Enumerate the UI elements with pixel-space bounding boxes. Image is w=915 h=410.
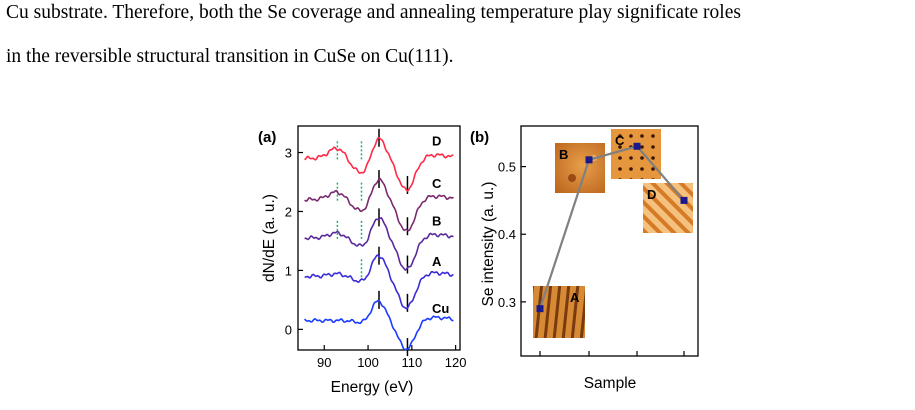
panel-a-ylabel: dN/dE (a. u.) — [261, 194, 278, 282]
stm-inset-d: D — [643, 183, 693, 233]
se-intensity-line — [538, 145, 685, 309]
panel-a-xtick-label: 100 — [357, 355, 379, 370]
panel-a-label: (a) — [258, 129, 276, 146]
data-point-d — [680, 196, 688, 204]
body-text-line-2: in the reversible structural transition … — [6, 46, 454, 67]
series-label-a: A — [432, 254, 442, 269]
panel-a-xlabel: Energy (eV) — [331, 379, 414, 396]
panel-a-markers — [336, 128, 409, 357]
panel-b-ytick-label: 0.4 — [498, 227, 516, 242]
panel-a-xtick-label: 120 — [445, 355, 467, 370]
inset-c-label: C — [615, 133, 625, 148]
inset-d-label: D — [647, 187, 656, 202]
panel-b-ytick-label: 0.5 — [498, 160, 516, 175]
panel-b-ticks: 0.3 0.4 0.5 — [498, 160, 685, 356]
data-point-c — [633, 142, 641, 150]
panel-a-series: Cu A B C D — [303, 133, 454, 351]
panel-b: (b) 0.3 0.4 0.5 Sample Se intensity (a. u.… — [470, 125, 699, 392]
panel-a-ytick-label: 1 — [285, 263, 292, 278]
series-label-b: B — [432, 214, 441, 229]
panel-a-ticks: 90 100 110 120 0 1 2 3 — [285, 146, 467, 370]
panel-b-plot — [536, 142, 688, 313]
panel-a-xtick-label: 110 — [401, 355, 422, 370]
panel-a-ytick-label: 3 — [285, 146, 292, 161]
panel-b-ytick-label: 0.3 — [498, 295, 516, 310]
inset-b-label: B — [559, 147, 568, 162]
panel-a-xtick-label: 90 — [317, 355, 331, 370]
series-label-c: C — [432, 176, 442, 191]
inset-a-label: A — [570, 290, 580, 305]
data-point-b — [585, 156, 593, 164]
panel-b-xlabel: Sample — [584, 375, 637, 392]
panel-b-label: (b) — [470, 129, 489, 146]
series-label-cu: Cu — [432, 301, 449, 316]
series-line-b — [304, 216, 454, 272]
series-line-c — [304, 177, 454, 232]
data-point-a — [536, 305, 544, 313]
series-line-a — [304, 254, 454, 310]
panel-a-ytick-label: 2 — [285, 204, 292, 219]
series-line-cu — [303, 299, 454, 351]
panel-a-frame — [297, 125, 461, 351]
panel-a: (a) 90 100 110 120 0 1 2 3 Cu A B C D Energy (eV) d… — [258, 125, 467, 396]
stm-inset-c: C — [611, 129, 661, 179]
body-text-line-1: Cu substrate. Therefore, both the Se cov… — [6, 2, 741, 23]
series-line-d — [304, 136, 454, 193]
panel-b-ylabel: Se intensity (a. u.) — [480, 182, 497, 307]
series-label-d: D — [432, 133, 441, 148]
panel-b-frame — [520, 125, 699, 357]
panel-a-ytick-label: 0 — [285, 322, 292, 337]
